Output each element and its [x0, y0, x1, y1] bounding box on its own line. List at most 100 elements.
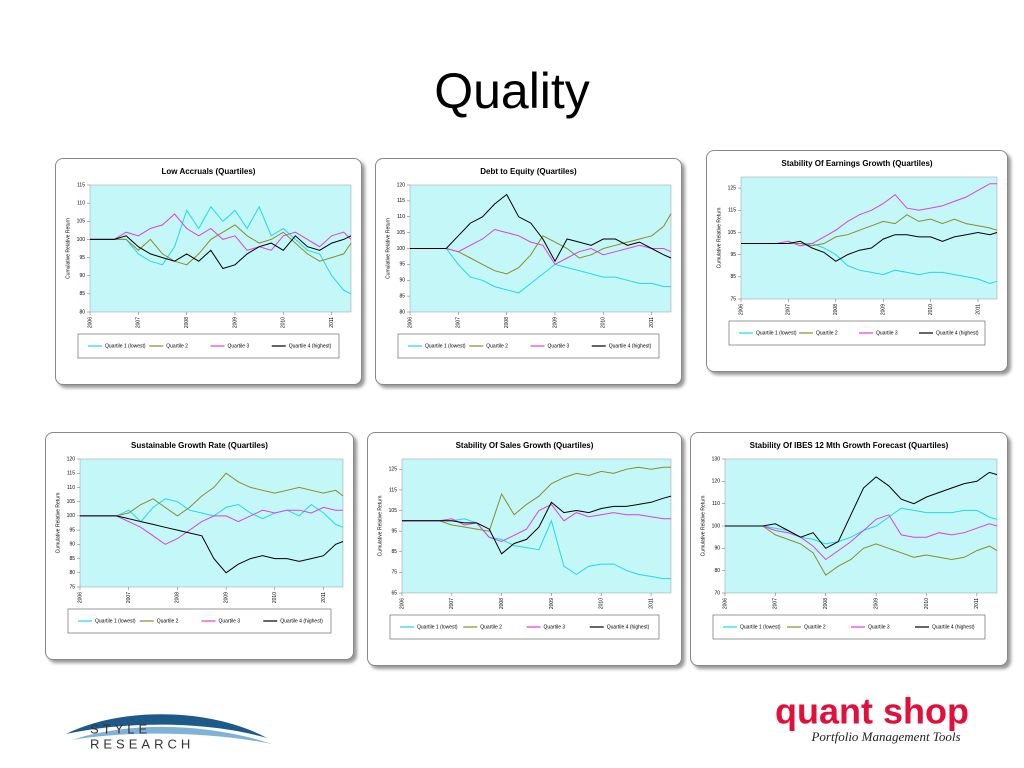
x-tick-label: 2010	[924, 598, 930, 609]
y-tick-label: 105	[389, 508, 398, 514]
legend-label: Quartile 2	[486, 343, 508, 349]
y-tick-label: 105	[397, 230, 406, 236]
y-tick-label: 125	[728, 185, 737, 191]
x-tick-label: 2011	[974, 598, 980, 609]
chart-panel: Stability Of Sales Growth (Quartiles) Cum…	[367, 432, 682, 666]
x-tick-label: 2006	[407, 317, 413, 328]
y-tick-label: 115	[77, 182, 85, 188]
series-line	[80, 506, 343, 545]
legend-label: Quartile 1 (lowest)	[95, 618, 136, 624]
chart-title: Stability Of Earnings Growth (Quartiles)	[781, 159, 932, 168]
y-tick-label: 115	[728, 208, 736, 214]
legend-box	[712, 614, 986, 640]
legend-label: Quartile 1 (lowest)	[105, 343, 146, 349]
y-tick-label: 90	[79, 273, 85, 279]
y-tick-label: 115	[397, 198, 405, 204]
chart: Sustainable Growth Rate (Quartiles) Cumul…	[55, 441, 344, 634]
y-tick-label: 85	[69, 556, 75, 562]
y-axis-label: Cumulative Relative Return	[700, 495, 706, 556]
series-line	[402, 466, 671, 532]
series-line	[725, 514, 998, 561]
x-tick-label: 2008	[184, 317, 190, 328]
series-line	[725, 525, 998, 576]
x-tick-label: 2007	[449, 598, 455, 609]
y-tick-label: 125	[389, 467, 398, 473]
legend-label: Quartile 1 (lowest)	[756, 330, 797, 336]
legend-box	[397, 333, 660, 359]
y-tick-label: 110	[67, 485, 75, 491]
legend-label: Quartile 3	[868, 624, 890, 630]
x-tick-label: 2011	[321, 592, 327, 603]
x-tick-label: 2007	[786, 304, 792, 315]
plot-area	[79, 458, 344, 588]
series-line	[90, 235, 352, 270]
legend-label: Quartile 3	[544, 624, 566, 630]
x-tick-label: 2010	[281, 317, 287, 328]
series-line	[725, 471, 998, 549]
x-tick-label: 2010	[601, 317, 607, 328]
y-tick-label: 95	[79, 255, 85, 261]
series-line	[410, 228, 672, 266]
y-tick-label: 75	[730, 296, 736, 302]
y-tick-label: 100	[67, 513, 76, 519]
style-research-logo: STYLE RESEARCH	[66, 714, 272, 751]
x-tick-label: 2007	[126, 592, 132, 603]
y-tick-label: 105	[728, 230, 737, 236]
legend-box	[728, 320, 986, 346]
x-tick-label: 2008	[833, 304, 839, 315]
y-tick-label: 110	[712, 501, 720, 507]
legend-label: Quartile 4 (highest)	[289, 343, 332, 349]
y-tick-label: 115	[67, 471, 75, 477]
plot-area	[401, 458, 672, 594]
x-tick-label: 2007	[456, 317, 462, 328]
y-tick-label: 90	[399, 278, 405, 284]
y-tick-label: 120	[67, 456, 76, 462]
x-tick-label: 2011	[648, 598, 654, 609]
x-tick-label: 2006	[738, 304, 744, 315]
y-axis-label: Cumulative Relative Return	[55, 492, 61, 553]
quant-shop-logo: quant shop Portfolio Management Tools	[775, 692, 969, 744]
series-line	[90, 205, 352, 295]
plot-area	[409, 184, 672, 313]
series-line	[402, 495, 672, 555]
y-tick-label: 85	[730, 274, 736, 280]
series-line	[410, 248, 671, 294]
x-tick-label: 2006	[399, 598, 405, 609]
chart-panel: Stability Of Earnings Growth (Quartiles)…	[706, 150, 1008, 372]
series-line	[90, 224, 352, 266]
x-tick-label: 2008	[504, 317, 510, 328]
logo-swoosh	[72, 726, 272, 744]
series-line	[402, 503, 671, 543]
x-tick-label: 2009	[232, 317, 238, 328]
y-tick-label: 105	[77, 219, 86, 225]
x-tick-label: 2007	[136, 317, 142, 328]
y-tick-label: 95	[69, 527, 75, 533]
y-tick-label: 95	[391, 528, 397, 534]
x-tick-label: 2010	[928, 304, 934, 315]
chart-title: Debt to Equity (Quartiles)	[480, 167, 577, 176]
x-tick-label: 2009	[881, 304, 887, 315]
series-line	[80, 472, 344, 517]
legend-label: Quartile 1 (lowest)	[740, 624, 781, 630]
legend-label: Quartile 4 (highest)	[280, 618, 323, 624]
y-tick-label: 85	[79, 291, 85, 297]
series-line	[410, 193, 672, 263]
x-tick-label: 2011	[329, 317, 335, 328]
chart-title: Sustainable Growth Rate (Quartiles)	[131, 441, 268, 450]
x-tick-label: 2009	[223, 592, 229, 603]
series-line	[741, 183, 997, 247]
y-tick-label: 80	[399, 309, 405, 315]
x-tick-label: 2009	[873, 598, 879, 609]
x-tick-label: 2011	[649, 317, 655, 328]
y-axis-label: Cumulative Relative Return	[385, 218, 391, 279]
y-tick-label: 95	[399, 262, 405, 268]
chart: Debt to Equity (Quartiles) Cumulative Rel…	[385, 167, 672, 359]
series-line	[90, 213, 352, 251]
y-tick-label: 100	[397, 246, 406, 252]
chart-panel: Debt to Equity (Quartiles) Cumulative Rel…	[375, 158, 682, 385]
legend-label: Quartile 4 (highest)	[607, 624, 650, 630]
y-tick-label: 130	[712, 456, 721, 462]
y-tick-label: 90	[69, 542, 75, 548]
series-line	[741, 231, 998, 262]
